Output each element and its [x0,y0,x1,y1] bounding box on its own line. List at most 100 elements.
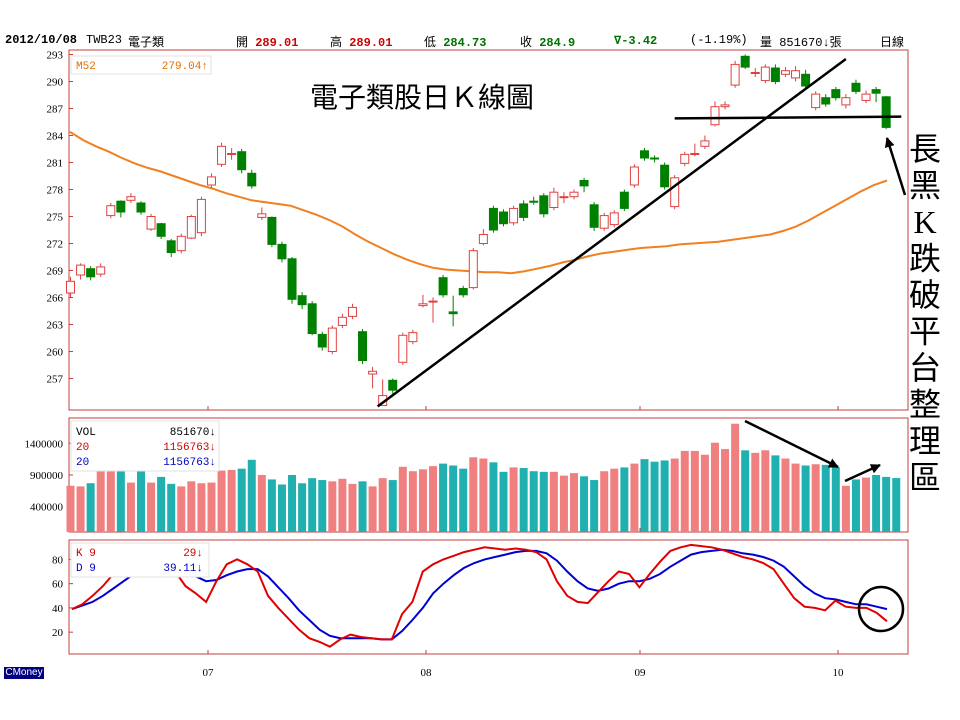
candle-body [559,196,569,199]
candle-body [690,153,700,155]
low-price: 低 284.73 [424,36,487,50]
candle [700,135,710,149]
volume-tick-label: 400000 [30,502,64,514]
candle-body [448,311,458,315]
volume-bar [257,475,266,532]
candle-body [569,191,579,198]
volume-bar [821,464,830,532]
volume-bar [731,423,740,532]
candle-body [710,106,720,126]
volume-bar [892,478,901,532]
candle [257,207,267,221]
volume-bar [449,465,458,532]
volume-bar [640,459,649,532]
volume-tick-label: 1400000 [25,438,64,450]
kd-legend-label: K 9 [76,548,96,560]
volume-bar [479,458,488,532]
candle [176,233,186,254]
candle-body [126,196,136,201]
price-tick-label: 290 [47,77,64,89]
volume-bar [519,468,528,532]
candle [499,209,509,227]
price-tick-label: 278 [47,185,64,197]
candle-body [680,153,690,164]
candle [136,201,146,215]
volume-legend-value: 851670↓ [170,427,216,439]
candle [66,276,75,298]
price-tick-label: 266 [47,293,64,305]
volume-bar [559,475,568,532]
volume-bar [277,484,286,532]
candle-body [166,240,176,254]
kd-legend: K 9 29↓ D 9 39.11↓ [70,542,210,578]
candle-body [186,216,196,239]
quote-date: 2012/10/08 [5,33,78,47]
candle-body [116,200,126,213]
candle [811,91,821,111]
candle [650,155,660,163]
candle-body [217,145,227,165]
volume-bar [650,461,659,532]
period-label: 日線 [880,36,905,50]
candle [831,86,841,101]
quote-header: 2012/10/08 TWB23 電子類 開 289.01 高 289.01 低… [0,0,960,50]
candle-body [650,157,660,160]
annotation-char: 台 [909,350,941,386]
volume-bar [157,476,166,532]
volume-bar [882,476,891,532]
candle [267,216,277,248]
candle [871,86,881,103]
volume-bar [147,482,156,532]
candle [126,193,136,203]
candle [670,175,680,210]
volume-bar [398,466,407,532]
candle-body [831,89,841,99]
candle [539,193,549,218]
candle-body [720,104,730,108]
candle [740,54,750,69]
volume-bars [66,423,901,532]
kd-legend-box [70,542,210,578]
candle [589,202,599,231]
candle-body [841,97,851,106]
price-tick-label: 293 [47,50,64,62]
volume-bar [338,478,347,532]
volume-bar [197,483,206,532]
candle [146,213,156,231]
volume-bar [710,442,719,532]
candle [398,332,408,365]
candle-body [287,258,297,300]
candle-body [519,203,529,218]
candle-body [388,379,398,391]
candle-body [599,215,609,229]
platform-line [674,115,902,120]
kd-legend-value: 29↓ [183,548,203,560]
candle [438,275,448,298]
price-change-pct: (-1.19%) [690,33,748,47]
candle-body [418,303,428,307]
volume-bar [791,463,800,532]
candle [579,177,589,193]
candle-body [801,73,811,87]
candle [660,162,670,190]
candle [639,148,649,161]
x-tick-label: 08 [421,667,433,679]
volume-bar [690,450,699,532]
candle [619,189,629,212]
candle [780,67,790,77]
candle-body [307,303,317,334]
annotation-char: K [913,204,936,240]
volume-bar [207,482,216,532]
annotation-char: 整 [909,387,941,423]
candle [347,303,357,320]
price-tick-label: 257 [47,374,64,386]
candle [801,69,811,89]
kd-legend-value: 39.11↓ [163,563,203,575]
candle [760,64,770,84]
volume-bar [620,467,629,532]
candle-body [851,82,861,92]
candle-body [136,202,146,213]
volume-bar [459,468,468,532]
annotation-char: 平 [909,314,941,350]
